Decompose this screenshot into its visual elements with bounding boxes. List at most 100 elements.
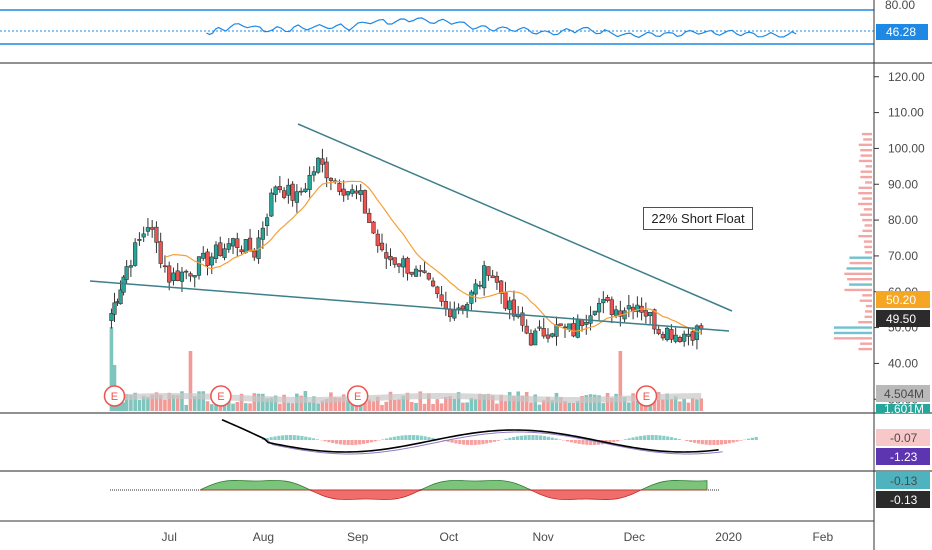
candle-body — [162, 265, 168, 268]
candle-body — [545, 334, 551, 339]
volume-bar — [252, 393, 257, 411]
candle-body — [230, 238, 236, 247]
volume-bar — [235, 402, 240, 411]
volume-bar — [541, 400, 546, 411]
macd-hist-bar — [477, 440, 481, 445]
macd-hist-bar — [639, 435, 643, 440]
rsi-line — [206, 17, 797, 39]
volume-bars — [109, 327, 703, 411]
candle-body — [473, 283, 478, 295]
candle-body — [435, 286, 440, 295]
volume-profile-bar — [858, 321, 872, 324]
volume-bar — [452, 398, 457, 411]
price-tick-label: 120.00 — [888, 70, 925, 84]
volume-bar — [231, 403, 235, 411]
candle-body — [388, 256, 393, 261]
macd-hist-bar — [723, 440, 728, 445]
macd-hist-bar — [450, 440, 454, 443]
volume-bar — [456, 392, 461, 411]
volume-bar — [299, 395, 303, 411]
price-tick-label: 80.00 — [888, 213, 918, 227]
volume-bar — [593, 394, 597, 411]
candle-body — [562, 326, 568, 329]
candle-body — [507, 300, 512, 310]
candle-body — [486, 266, 491, 276]
candle-body — [609, 299, 614, 315]
volume-bar — [256, 393, 261, 411]
volume-profile-bar — [834, 326, 872, 329]
volume-bar — [546, 396, 550, 411]
time-tick-label: Sep — [347, 530, 369, 544]
macd-hist-bar — [612, 440, 616, 443]
macd-hist-bar — [473, 440, 477, 445]
volume-bar — [571, 403, 576, 411]
volume-profile-bar — [863, 240, 872, 243]
candle-body — [290, 183, 295, 201]
volume-bar — [414, 402, 418, 411]
macd-hist-bar — [669, 437, 674, 440]
price-tick-label: 110.00 — [888, 106, 924, 120]
hist-label-a: -0.13 — [890, 474, 918, 488]
candle-body — [358, 190, 363, 195]
volume-bar — [375, 396, 380, 411]
volume-profile-bar — [847, 278, 872, 281]
candle-body — [482, 265, 487, 289]
candle-body — [669, 329, 674, 340]
macd-hist-bar — [731, 440, 735, 443]
macd-hist-bar — [581, 440, 585, 445]
candle-body — [121, 276, 126, 293]
volume-profile-bar — [859, 299, 872, 302]
candle-body — [184, 270, 189, 273]
earnings-marker[interactable] — [635, 385, 658, 407]
candle-body — [196, 256, 202, 276]
volume-bar — [184, 404, 189, 411]
candle-body — [447, 309, 453, 318]
macd-hist-bar — [527, 435, 531, 440]
volume-bar — [507, 391, 512, 411]
prev-price-label: 49.50 — [886, 312, 916, 326]
lower-trendline — [89, 280, 730, 332]
earnings-marker[interactable] — [210, 385, 232, 407]
volume-bar — [427, 393, 431, 411]
time-axis: Jul Aug Sep Oct Nov Dec 2020 Feb — [0, 520, 874, 544]
earnings-label: E — [111, 391, 118, 403]
macd-hist-bar — [739, 440, 743, 441]
macd-hist-bar — [446, 440, 450, 442]
candle-body — [112, 302, 117, 315]
macd-hist-bar — [481, 440, 485, 445]
candle-body — [643, 310, 648, 317]
time-tick-label: Feb — [812, 530, 833, 544]
candle-body — [188, 273, 193, 277]
candle-body — [396, 263, 402, 267]
candle-body — [409, 271, 414, 275]
volume-profile-bar — [834, 331, 872, 335]
volume-bar — [158, 394, 163, 411]
candle-body — [243, 239, 248, 253]
volume-bar — [129, 395, 133, 411]
volume-bar — [124, 393, 129, 411]
volume-profile-bar — [860, 170, 872, 173]
volume-bar — [661, 399, 665, 411]
hist-negative-area — [200, 489, 707, 500]
candle-body — [307, 174, 312, 190]
volume-bar — [333, 397, 337, 411]
macd-hist-bar — [265, 438, 269, 440]
macd-hist-bar — [323, 440, 327, 442]
price-tick-label: 70.00 — [888, 249, 918, 263]
last-price-label: 50.20 — [886, 293, 916, 307]
macd-hist-bar — [677, 439, 681, 440]
earnings-marker[interactable] — [103, 385, 126, 407]
macd-hist-bar — [696, 440, 701, 444]
candle-body — [118, 289, 123, 305]
volume-profile-bar — [846, 267, 872, 270]
candle-body — [133, 242, 138, 266]
macd-hist-bar — [650, 435, 654, 440]
volume-bar — [337, 397, 342, 411]
volume-profile-bar — [865, 310, 872, 313]
volume-profile-bar — [858, 186, 872, 190]
macd-hist-bar — [281, 435, 285, 440]
earnings-marker[interactable] — [346, 385, 369, 407]
time-tick-label: Aug — [253, 530, 274, 544]
candle-body — [150, 227, 155, 230]
candle-body — [430, 280, 436, 287]
